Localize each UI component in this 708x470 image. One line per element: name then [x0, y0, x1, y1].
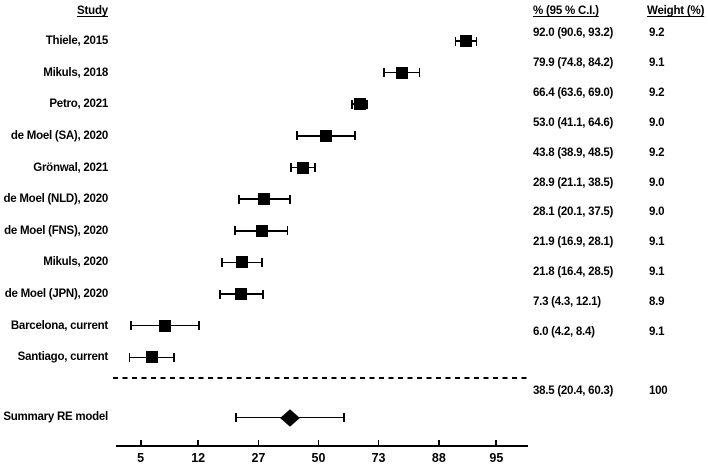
study-ci-cap-lower [237, 194, 240, 204]
study-ci-cap-upper [260, 257, 263, 267]
x-axis-tick-label: 27 [251, 451, 266, 465]
summary-ci-cap-upper [342, 413, 345, 422]
estimate-value: 21.9 (16.9, 28.1) [533, 236, 614, 249]
study-ci-cap-lower [383, 68, 386, 78]
point-estimate-marker [146, 351, 159, 364]
study-ci-cap-lower [130, 321, 132, 331]
study-label: de Moel (NLD), 2020 [3, 193, 108, 206]
weight-value: 9.1 [649, 56, 665, 69]
estimate-value: 7.3 (4.3, 12.1) [533, 296, 601, 309]
study-label: Grönwal, 2021 [33, 161, 108, 174]
estimate-value: 92.0 (90.6, 93.2) [533, 27, 614, 39]
study-ci-cap-lower [234, 226, 236, 236]
column-header-study: Study [77, 5, 108, 17]
weight-value: 9.1 [649, 266, 665, 279]
weight-value: 9.0 [649, 176, 665, 189]
point-estimate-marker [235, 256, 248, 269]
x-axis-tick [495, 440, 498, 445]
point-estimate-marker [460, 35, 473, 47]
study-label: de Moel (FNS), 2020 [4, 224, 108, 237]
study-ci-cap-lower [219, 289, 221, 299]
point-estimate-marker [319, 129, 332, 142]
weight-value: 8.9 [649, 296, 665, 309]
study-ci-cap-upper [286, 226, 289, 236]
study-label: de Moel (JPN), 2020 [4, 288, 109, 301]
x-axis-line [116, 444, 528, 447]
weight-value: 9.2 [649, 146, 665, 159]
summary-label: Summary RE model [3, 411, 108, 423]
summary-ci-cap-lower [235, 413, 238, 422]
study-label: Barcelona, current [10, 319, 108, 332]
point-estimate-marker [158, 319, 171, 332]
weight-value: 9.2 [649, 86, 665, 99]
weight-value: 9.0 [649, 116, 665, 129]
estimate-value: 66.4 (63.6, 69.0) [533, 86, 614, 99]
weight-value: 9.1 [649, 326, 665, 338]
estimate-value: 21.8 (16.4, 28.5) [533, 266, 614, 279]
summary-estimate-value: 38.5 (20.4, 60.3) [533, 385, 614, 397]
study-ci-cap-upper [475, 36, 478, 46]
summary-separator-dashed-line [113, 377, 530, 379]
point-estimate-marker [258, 193, 271, 206]
study-ci-cap-lower [295, 131, 298, 141]
estimate-value: 28.9 (21.1, 38.5) [533, 176, 614, 189]
study-ci-cap-upper [365, 99, 368, 109]
study-ci-cap-upper [289, 194, 292, 204]
study-label: Mikuls, 2020 [43, 256, 108, 269]
estimate-value: 43.8 (38.9, 48.5) [533, 146, 614, 159]
study-ci-cap-upper [418, 68, 421, 78]
x-axis-tick [139, 440, 142, 445]
estimate-value: 79.9 (74.8, 84.2) [533, 56, 614, 69]
estimate-value: 53.0 (41.1, 64.6) [533, 116, 614, 129]
point-estimate-marker [353, 98, 366, 111]
point-estimate-marker [395, 66, 408, 79]
study-label: de Moel (SA), 2020 [10, 129, 108, 142]
study-ci-cap-upper [353, 131, 356, 141]
study-ci-cap-lower [351, 99, 354, 109]
study-ci-cap-upper [262, 289, 264, 299]
x-axis-tick [197, 440, 200, 445]
study-label: Thiele, 2015 [45, 35, 108, 47]
summary-diamond-marker [280, 408, 301, 427]
point-estimate-marker [235, 288, 248, 301]
study-label: Mikuls, 2018 [43, 66, 108, 79]
weight-value: 9.0 [649, 206, 665, 219]
study-ci-cap-lower [221, 257, 224, 267]
x-axis-tick-label: 95 [489, 451, 504, 465]
estimate-value: 6.0 (4.2, 8.4) [533, 326, 595, 338]
study-label: Santiago, current [17, 351, 109, 364]
x-axis-tick-label: 5 [137, 451, 145, 465]
x-axis-tick [317, 440, 320, 445]
column-header-estimate: % (95 % C.I.) [533, 5, 599, 17]
x-axis-tick [437, 440, 440, 445]
study-ci-cap-lower [454, 36, 457, 46]
estimate-value: 28.1 (20.1, 37.5) [533, 206, 614, 219]
study-ci-cap-upper [197, 321, 200, 331]
point-estimate-marker [297, 161, 310, 174]
weight-value: 9.2 [649, 27, 665, 39]
study-ci-cap-lower [290, 163, 293, 173]
x-axis-tick [257, 440, 260, 445]
x-axis-tick [377, 440, 380, 445]
column-header-weight: Weight (%) [647, 5, 705, 17]
x-axis-tick-label: 73 [371, 451, 386, 465]
x-axis-tick-label: 12 [191, 451, 206, 465]
summary-weight-value: 100 [649, 385, 668, 397]
study-ci-cap-upper [173, 352, 176, 362]
x-axis-tick-label: 50 [311, 451, 326, 465]
point-estimate-marker [255, 224, 268, 237]
study-ci-cap-lower [128, 352, 131, 362]
study-label: Petro, 2021 [49, 98, 108, 111]
x-axis-tick-label: 88 [431, 451, 446, 465]
weight-value: 9.1 [649, 236, 665, 249]
study-ci-cap-upper [314, 163, 316, 173]
